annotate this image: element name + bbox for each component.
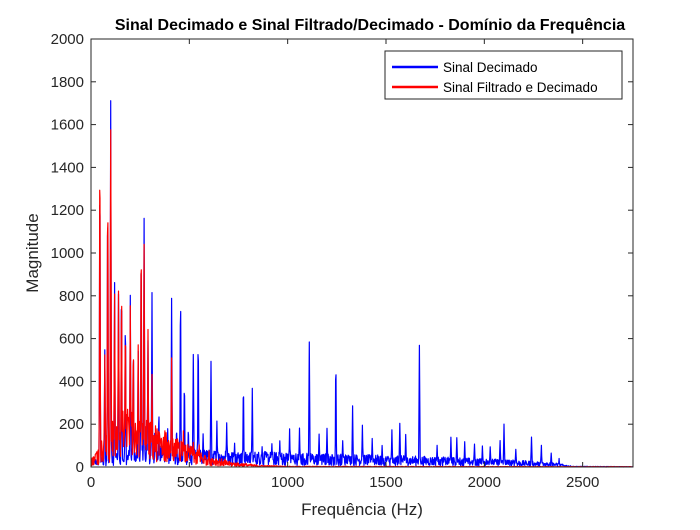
x-tick-label: 500 — [177, 474, 202, 491]
x-tick-label: 2500 — [566, 474, 599, 491]
y-tick-label: 200 — [59, 416, 84, 433]
y-tick-label: 1400 — [51, 159, 84, 176]
y-tick-label: 1800 — [51, 74, 84, 91]
tick-layer: 0 500 1000 1500 2000 2500 0 200 400 600 800 1000 120… — [51, 31, 633, 491]
x-tick-label: 2000 — [468, 474, 501, 491]
chart-title: Sinal Decimado e Sinal Filtrado/Decimado… — [115, 17, 625, 34]
y-tick-label: 1200 — [51, 202, 84, 219]
y-tick-label: 2000 — [51, 31, 84, 48]
plot-frame — [90, 38, 634, 468]
x-tick-label: 1500 — [369, 474, 402, 491]
x-tick-label: 1000 — [271, 474, 304, 491]
y-tick-label: 1000 — [51, 245, 84, 262]
x-tick-label: 0 — [87, 474, 95, 491]
legend-label-sinal-filtrado: Sinal Filtrado e Decimado — [443, 80, 598, 95]
x-axis-label: Frequência (Hz) — [301, 500, 423, 519]
y-axis-label: Magnitude — [23, 213, 42, 292]
y-tick-label: 0 — [76, 459, 84, 476]
y-tick-label: 800 — [59, 288, 84, 305]
y-tick-label: 1600 — [51, 117, 84, 134]
y-tick-label: 600 — [59, 331, 84, 348]
legend-box — [384, 50, 623, 100]
legend-label-sinal-decimado: Sinal Decimado — [443, 60, 538, 75]
y-tick-label: 400 — [59, 373, 84, 390]
legend: Sinal Decimado Sinal Filtrado e Decimado — [384, 50, 623, 100]
